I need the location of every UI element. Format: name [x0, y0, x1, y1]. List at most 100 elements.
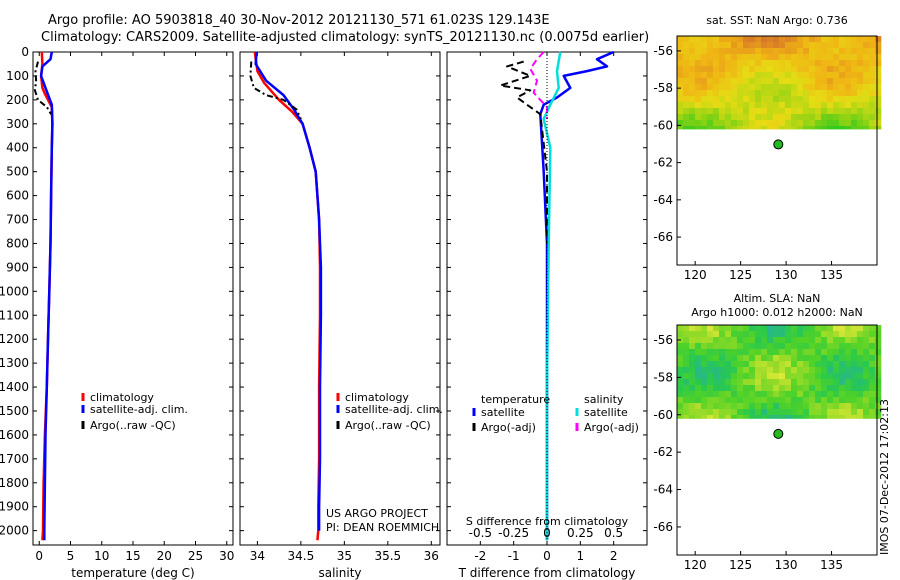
sla-map-cell: [695, 385, 702, 392]
sst-map-cell: [839, 60, 846, 67]
sla-map-cell: [785, 325, 792, 332]
sla-map-cell: [701, 391, 708, 398]
sst-map-cell: [869, 42, 876, 49]
sla-map-cell: [875, 403, 882, 410]
sst-map-cell: [815, 102, 822, 109]
sst-map-cell: [875, 96, 882, 103]
sst-map-cell: [821, 108, 828, 115]
sst-map-cell: [839, 102, 846, 109]
sst-map-cell: [761, 54, 768, 61]
sla-map-cell: [767, 403, 774, 410]
sla-map-cell: [755, 349, 762, 356]
sst-map-cell: [857, 108, 864, 115]
sla-map-cell: [845, 385, 852, 392]
sst-map-cell: [875, 114, 882, 121]
sst-map-cell: [827, 42, 834, 49]
sla-map-cell: [719, 409, 726, 416]
sla-map-cell: [749, 367, 756, 374]
sst-map-panel: sat. SST: NaN Argo: 0.736 120 125 130 135 -56…: [653, 14, 882, 282]
sla-map-cell: [701, 379, 708, 386]
sla-map-cell: [689, 391, 696, 398]
sla-map-cell: [815, 361, 822, 368]
sla-map-cell: [737, 403, 744, 410]
sst-map-cell: [833, 36, 840, 43]
sla-map-cell: [791, 373, 798, 380]
sla-map-xtick-label: 120: [684, 558, 707, 572]
sst-map-cell: [797, 108, 804, 115]
sst-map-cell: [863, 108, 870, 115]
sst-map-cell: [731, 90, 738, 97]
sst-map-cell: [857, 102, 864, 109]
sst-map-cell: [695, 84, 702, 91]
sst-map-cell: [833, 114, 840, 121]
sst-map-cell: [755, 114, 762, 121]
sla-map-cell: [677, 409, 684, 416]
sla-map-cell: [857, 373, 864, 380]
sla-map-cell: [731, 337, 738, 344]
sst-map-cell: [821, 48, 828, 55]
sla-map-cell: [863, 337, 870, 344]
sst-map-ytick-label: -64: [653, 193, 673, 207]
sla-map-cell: [839, 409, 846, 416]
sla-map-cell: [833, 385, 840, 392]
sst-map-cell: [707, 72, 714, 79]
sst-map-cell: [821, 78, 828, 85]
sst-map-cell: [857, 114, 864, 121]
sla-map-cell: [857, 355, 864, 362]
sla-map-cell: [749, 337, 756, 344]
sla-map-cell: [839, 385, 846, 392]
sst-map-cell: [749, 96, 756, 103]
sla-map-cell: [683, 349, 690, 356]
sla-map-cell: [737, 367, 744, 374]
sst-map-cell: [797, 48, 804, 55]
sst-map-cell: [677, 96, 684, 103]
sla-map-cell: [755, 373, 762, 380]
sst-map-cell: [809, 84, 816, 91]
salinity-xtick-label: 35.5: [374, 549, 401, 563]
sst-map-cell: [803, 48, 810, 55]
sst-map-cell: [707, 78, 714, 85]
sst-map-cell: [809, 54, 816, 61]
sla-map-cell: [761, 361, 768, 368]
sla-map-cell: [821, 403, 828, 410]
sst-map-cell: [737, 60, 744, 67]
sst-map-cell: [869, 108, 876, 115]
sst-map-cell: [851, 78, 858, 85]
sst-map-cell: [695, 66, 702, 73]
sst-map-cell: [797, 60, 804, 67]
sst-map-cell: [815, 108, 822, 115]
sst-map-ytick-label: -66: [653, 230, 673, 244]
sst-map-cell: [743, 102, 750, 109]
sla-map-cell: [821, 361, 828, 368]
sst-map-cell: [869, 72, 876, 79]
sst-map-cell: [761, 120, 768, 127]
sst-map-cell: [707, 54, 714, 61]
sst-map-cell: [779, 114, 786, 121]
sst-map-cell: [773, 90, 780, 97]
sst-map-cell: [701, 102, 708, 109]
sla-map-cell: [809, 355, 816, 362]
sst-map-cell: [785, 36, 792, 43]
sla-map-cell: [779, 325, 786, 332]
sla-map-cell: [821, 373, 828, 380]
sla-map-cell: [779, 349, 786, 356]
sla-map-cell: [809, 415, 816, 419]
sla-map-cell: [725, 373, 732, 380]
sla-map-cell: [737, 355, 744, 362]
sst-map-cell: [857, 126, 864, 130]
sla-map-cell: [701, 385, 708, 392]
sst-map-cell: [749, 102, 756, 109]
sst-map-cell: [731, 60, 738, 67]
sst-map-cell: [725, 96, 732, 103]
sla-map-cell: [755, 343, 762, 350]
sla-map-cell: [701, 343, 708, 350]
sst-map-cell: [719, 114, 726, 121]
sst-map-cell: [833, 108, 840, 115]
sst-map-cell: [785, 114, 792, 121]
sla-map-cell: [689, 355, 696, 362]
sla-map-cell: [833, 355, 840, 362]
sla-map-cell: [839, 343, 846, 350]
sla-map-cell: [713, 361, 720, 368]
sst-map-cell: [701, 96, 708, 103]
